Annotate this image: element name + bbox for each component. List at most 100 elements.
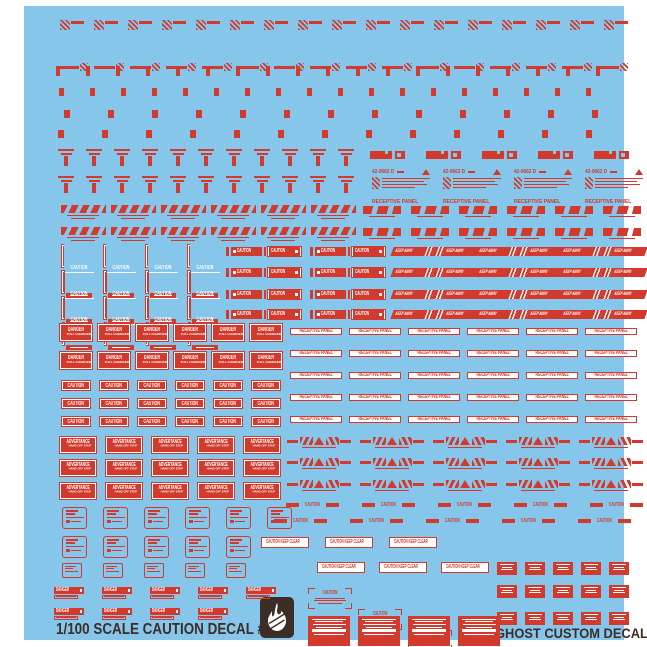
- receptive-panel-label: RECEPTIVE PANEL: [476, 350, 510, 356]
- white-band: [312, 629, 346, 633]
- decal-small-square: [609, 612, 629, 625]
- decal-caution-small: CAUTION: [62, 381, 90, 390]
- red-bar: [316, 156, 320, 166]
- decal-tick-text: [266, 66, 272, 76]
- microtext-line: [114, 176, 130, 178]
- hazard-stripes: [325, 480, 339, 488]
- decal-bar-hatch: [238, 45, 268, 71]
- red-block: [152, 110, 158, 118]
- microtext-line: [112, 520, 122, 522]
- microtext-line: [67, 236, 99, 238]
- decal-caution-box: CAUTION: [62, 245, 96, 298]
- decal-tick-text: [596, 66, 602, 76]
- decal-caution-long-bar: CAUTION: [514, 502, 567, 508]
- microtext-line: [228, 152, 240, 155]
- slash-stripes: [603, 268, 614, 277]
- microtext-line: [200, 617, 220, 619]
- red-bar: [411, 20, 424, 24]
- decal-bar-hatch: [562, 45, 592, 71]
- caution-label: CAUTION: [271, 248, 286, 254]
- microtext-line: [594, 467, 628, 469]
- caution-label: CAUTION: [271, 269, 286, 275]
- red-bar: [362, 503, 375, 507]
- corner-bracket: [358, 609, 365, 615]
- danger-label: DANGER: [104, 607, 118, 614]
- warning-triangle-icon: [387, 437, 397, 445]
- brand-title: GHOST CUSTOM DECAL: [495, 625, 647, 641]
- decal-stripe-triangle: [359, 437, 425, 448]
- keep-away-label: KEEP AWAY: [478, 248, 498, 254]
- microtext-line: [338, 176, 354, 178]
- corner-bracket: [308, 603, 315, 609]
- decal-tick-text: [566, 66, 572, 76]
- decal-text-block: [88, 88, 95, 96]
- microtext-line: [200, 179, 212, 182]
- decal-receptive-panel-bar: RECEPTIVE PANEL: [349, 372, 401, 379]
- microtext-line: [114, 149, 130, 151]
- decal-t-bar: [169, 176, 187, 193]
- advertance-label: ADVERTANCE: [250, 438, 274, 445]
- decal-small-square: [609, 585, 629, 598]
- slash-stripes: [435, 290, 446, 299]
- decal-stripe-triangle: [286, 458, 352, 469]
- microtext-line: [613, 569, 625, 570]
- decal-corner-hatch: [332, 18, 358, 30]
- decal-text-block: [243, 88, 250, 96]
- hazard-stripes: [544, 437, 558, 445]
- keep-away-label: KEEP AWAY: [445, 311, 465, 317]
- red-bar: [309, 20, 322, 24]
- red-bar: [238, 65, 260, 69]
- receptive-panel-label: RECEPTIVE PANEL: [358, 394, 392, 400]
- danger-subtext: FULL CHARGED: [66, 360, 92, 365]
- red-bar: [506, 460, 517, 464]
- receptive-panel-label: RECEPTIVE PANEL: [358, 372, 392, 378]
- decal-receptive-panel-bar: RECEPTIVE PANEL: [408, 394, 460, 401]
- decal-block-text: [372, 110, 380, 118]
- microtext-line: [612, 614, 626, 615]
- caution-label: CAUTION: [237, 269, 252, 275]
- decal-red-text-block: [408, 616, 450, 646]
- decal-caution-small: CAUTION: [252, 417, 280, 426]
- red-bar: [340, 482, 351, 486]
- decal-keep-away: KEEP AWAY: [558, 268, 606, 277]
- decal-caution-tag: CAUTION: [226, 310, 267, 319]
- red-bar: [418, 65, 440, 69]
- receptive-panel-label: RECEPTIVE PANEL: [594, 372, 628, 378]
- red-block: [147, 548, 152, 552]
- decal-advertance: ADVERTANCE HANG OFF STEP: [198, 483, 234, 499]
- decal-receptive-panel-bar: RECEPTIVE PANEL: [408, 372, 460, 379]
- microtext-line: [142, 176, 158, 178]
- red-bar: [232, 183, 236, 193]
- end-bar: [226, 310, 229, 319]
- caution-label: CAUTION: [355, 248, 370, 254]
- red-block: [366, 130, 372, 138]
- receptive-panel-label: RECEPTIVE PANEL: [535, 416, 569, 422]
- danger-subtext: FULL CHARGED: [66, 332, 92, 337]
- white-band: [362, 629, 396, 633]
- danger-label: DANGER: [219, 326, 237, 333]
- decal-keep-away-mirrored: KEEP AWAY: [600, 290, 647, 299]
- red-tick: [356, 66, 360, 76]
- keep-clear-label: CAUTION KEEP CLEAR: [446, 563, 480, 570]
- decal-advertance: ADVERTANCE HANG OFF STEP: [152, 483, 188, 499]
- plug-shape: [370, 151, 392, 159]
- receptive-panel-label: RECEPTIVE PANEL: [417, 350, 451, 356]
- white-square: [79, 609, 82, 613]
- microtext-block: [453, 177, 501, 190]
- decal-t-bar: [85, 176, 103, 193]
- decal-stripe-triangle: [286, 437, 352, 448]
- microtext-line: [528, 587, 542, 588]
- microtext-line: [147, 510, 161, 512]
- decal-tick-text: [116, 66, 122, 76]
- red-block: [284, 110, 290, 118]
- red-block: [190, 130, 196, 138]
- panel-code: 42-0662 D: [514, 168, 537, 175]
- red-bar: [506, 439, 517, 443]
- red-tick: [536, 66, 540, 76]
- danger-subtext: FULL CHARGED: [104, 360, 130, 365]
- advertance-label: ADVERTANCE: [158, 461, 182, 468]
- red-bar: [433, 482, 444, 486]
- decal-sheet: 1/100 SCALE CAUTION DECAL #03 GHOST CUST…: [24, 6, 647, 647]
- white-square: [316, 313, 320, 316]
- caution-label: CAUTION: [67, 382, 85, 389]
